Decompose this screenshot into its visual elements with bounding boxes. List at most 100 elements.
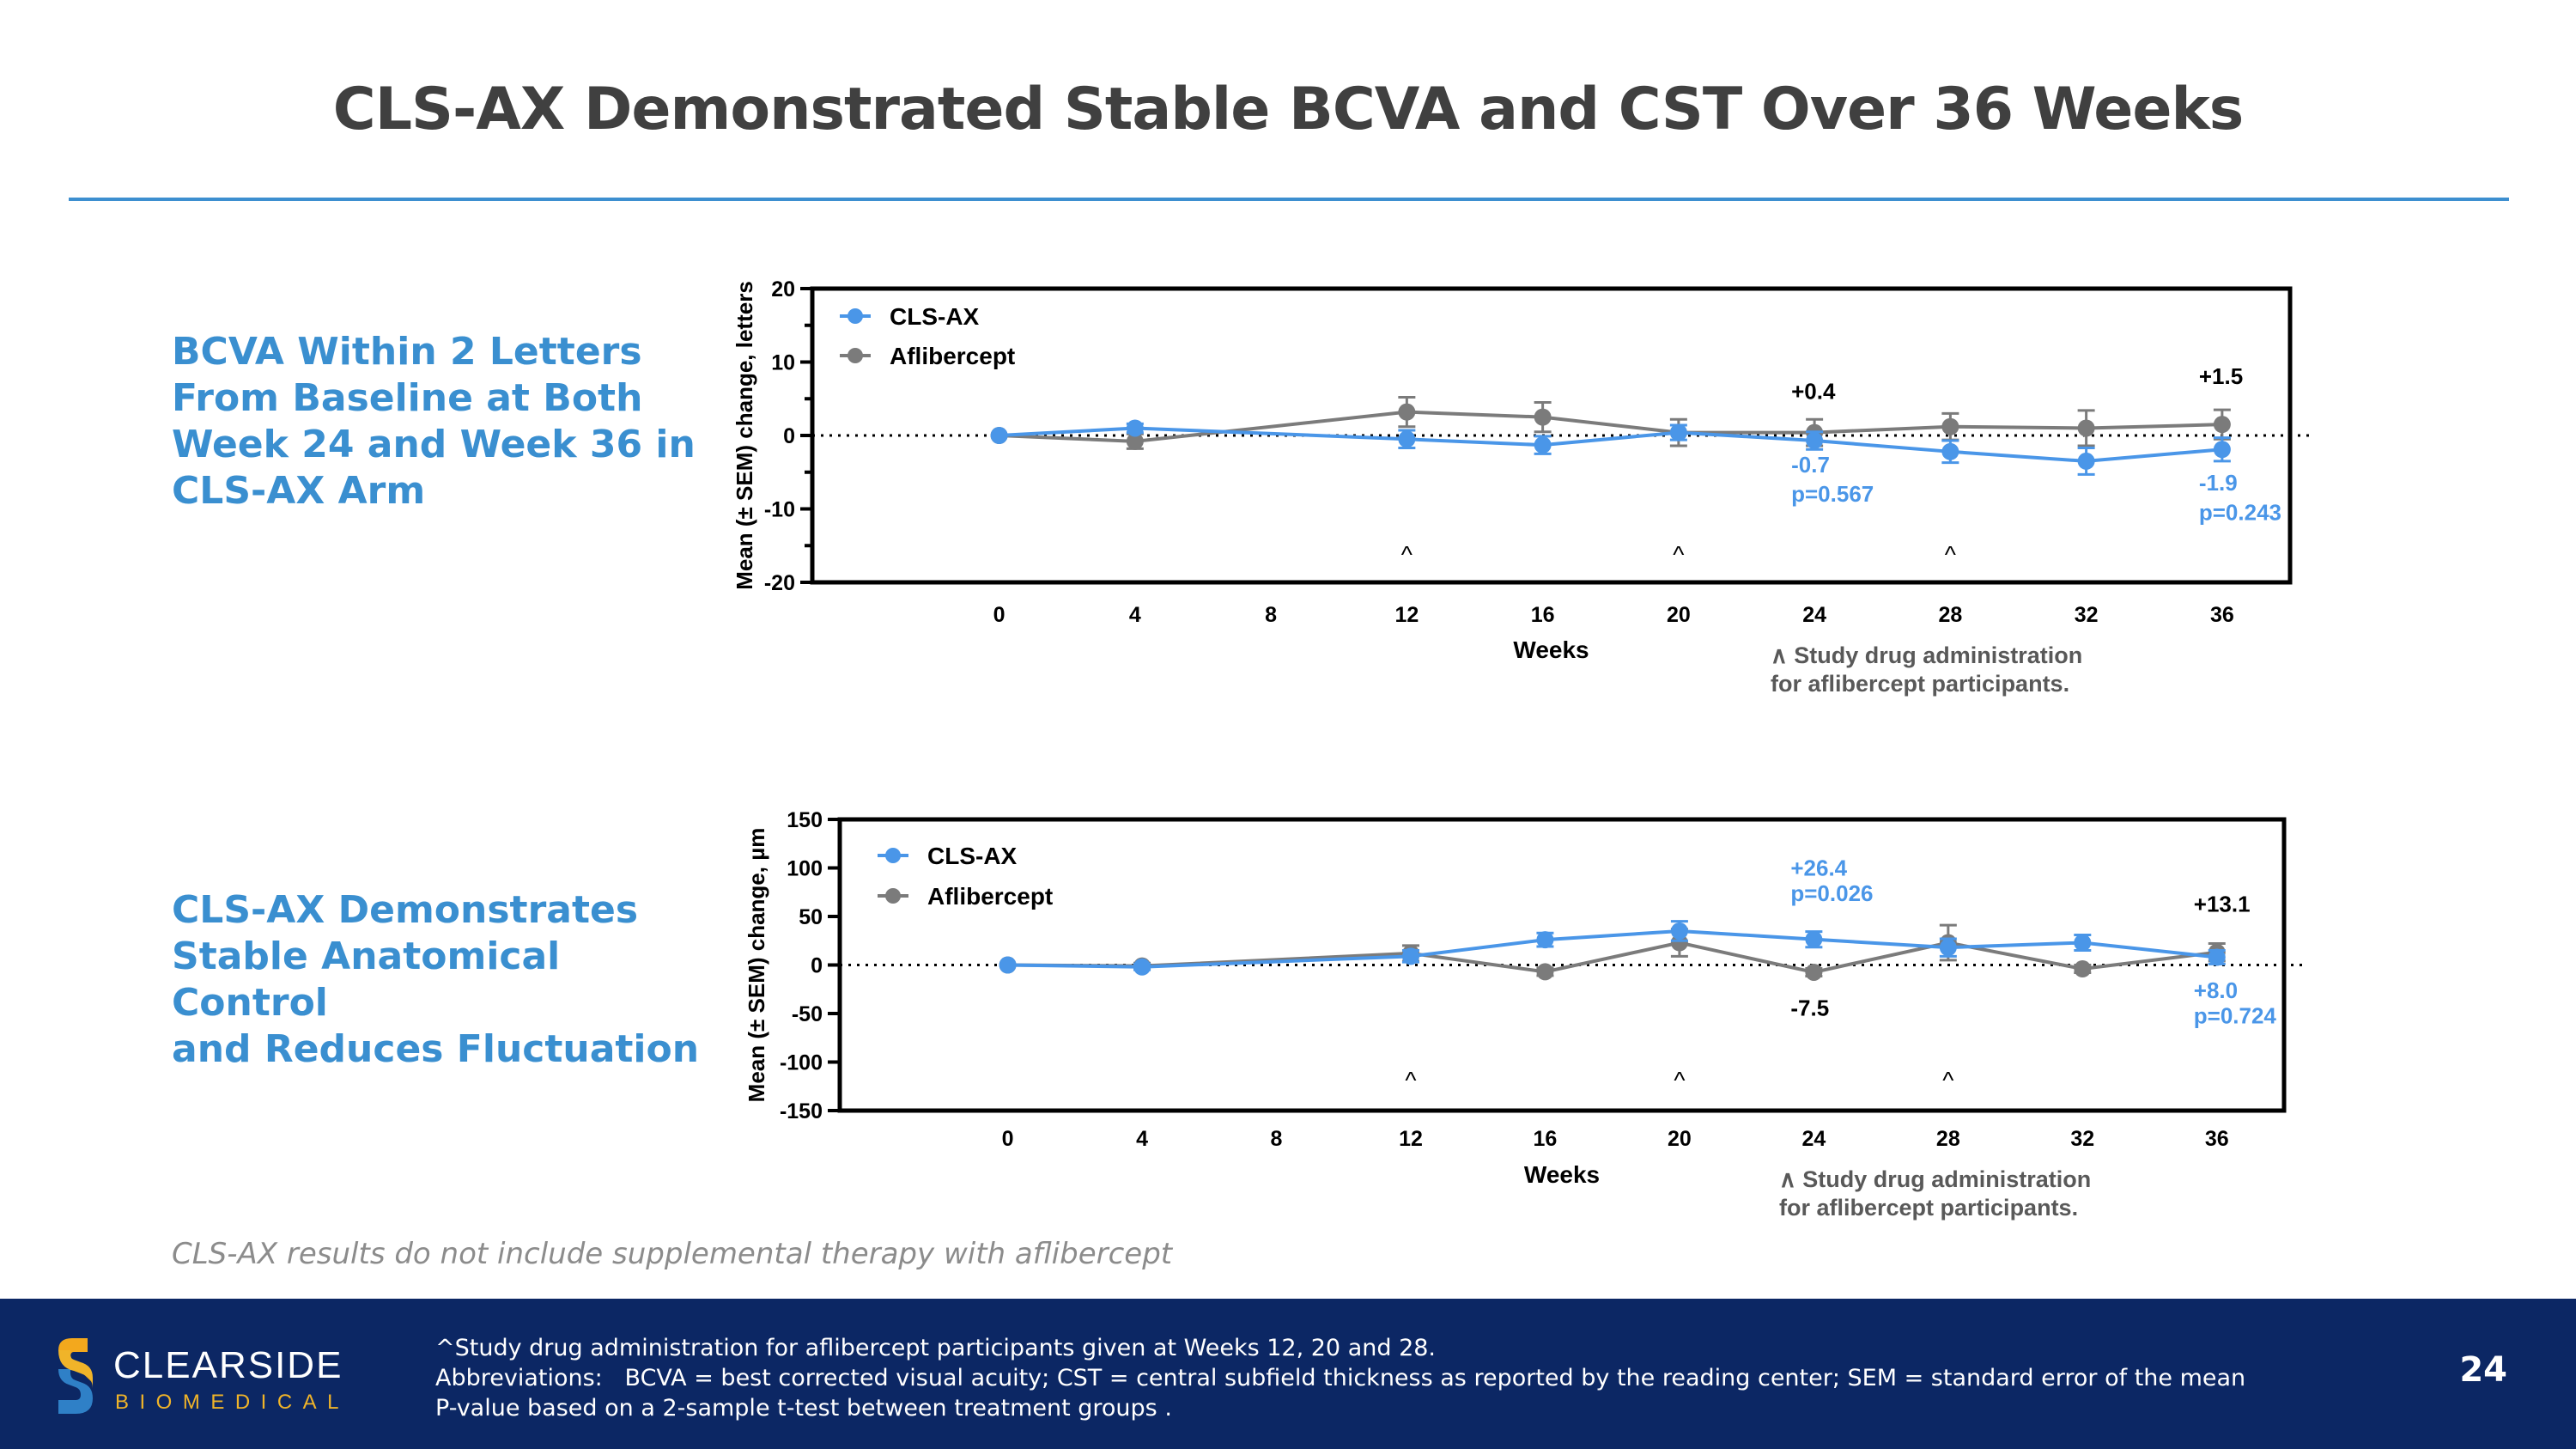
data-annotation: +8.0 bbox=[2194, 977, 2238, 1003]
bcva-heading: BCVA Within 2 Letters From Baseline at B… bbox=[172, 330, 696, 513]
dose-note-line1: ∧ Study drug administration bbox=[1779, 1166, 2091, 1192]
series-line-clsax bbox=[1007, 928, 2217, 969]
data-point-clsax bbox=[999, 956, 1017, 974]
data-point-aflibercept bbox=[1939, 934, 1957, 952]
dose-marker: ^ bbox=[1674, 1067, 1685, 1093]
x-tick-label: 24 bbox=[1801, 1127, 1826, 1151]
series-line-aflibercept bbox=[999, 410, 2222, 443]
footer-note-line: ^Study drug administration for afliberce… bbox=[435, 1335, 1437, 1361]
data-annotation: +26.4 bbox=[1790, 855, 1847, 881]
data-annotation: +0.4 bbox=[1791, 378, 1836, 404]
data-point-clsax bbox=[1939, 939, 1957, 957]
data-annotation: +1.5 bbox=[2199, 363, 2243, 389]
data-point-clsax bbox=[1941, 442, 1959, 460]
dose-note-line2: for aflibercept participants. bbox=[1771, 671, 2069, 697]
y-tick-label: 0 bbox=[783, 424, 795, 448]
x-tick-label: 16 bbox=[1531, 603, 1555, 627]
dose-note-line1: ∧ Study drug administration bbox=[1771, 642, 2082, 668]
x-tick-label: 0 bbox=[1002, 1127, 1014, 1151]
dose-marker: ^ bbox=[1942, 1067, 1953, 1093]
data-point-aflibercept bbox=[1670, 934, 1688, 952]
data-point-aflibercept bbox=[2208, 943, 2226, 961]
x-tick-label: 28 bbox=[1936, 1127, 1960, 1151]
data-point-clsax bbox=[1536, 931, 1554, 949]
data-point-clsax bbox=[1401, 947, 1419, 965]
dose-note-line2: for aflibercept participants. bbox=[1779, 1195, 2078, 1221]
legend-label: CLS-AX bbox=[890, 303, 980, 330]
x-tick-label: 28 bbox=[1938, 603, 1962, 627]
page-title: CLS-AX Demonstrated Stable BCVA and CST … bbox=[332, 76, 2244, 143]
x-tick-label: 4 bbox=[1129, 603, 1141, 627]
data-annotation: p=0.567 bbox=[1791, 481, 1874, 507]
data-point-clsax bbox=[1806, 431, 1824, 449]
y-tick-label: -50 bbox=[792, 1002, 823, 1026]
data-point-aflibercept bbox=[2213, 416, 2231, 434]
y-axis-title: Mean (± SEM) change, µm bbox=[744, 828, 769, 1103]
data-annotation: +13.1 bbox=[2194, 891, 2251, 916]
footer-note-line: Abbreviations: BCVA = best corrected vis… bbox=[435, 1365, 2246, 1391]
data-annotation: p=0.724 bbox=[2194, 1002, 2277, 1028]
data-annotation: p=0.026 bbox=[1790, 880, 1873, 906]
data-point-clsax bbox=[1669, 423, 1687, 441]
legend-marker bbox=[848, 308, 863, 324]
logo-wordmark: CLEARSIDE bbox=[113, 1344, 343, 1386]
legend-label: Aflibercept bbox=[890, 343, 1015, 369]
data-point-aflibercept bbox=[1398, 403, 1416, 421]
data-point-aflibercept bbox=[1941, 417, 1959, 435]
x-tick-label: 8 bbox=[1271, 1127, 1283, 1151]
clearside-logo: CLEARSIDE BIOMEDICAL bbox=[58, 1338, 349, 1414]
data-point-clsax bbox=[1534, 436, 1552, 454]
data-point-aflibercept bbox=[1401, 944, 1419, 962]
dose-marker: ^ bbox=[1673, 541, 1684, 568]
x-tick-label: 16 bbox=[1534, 1127, 1558, 1151]
data-point-aflibercept bbox=[1126, 432, 1144, 450]
logo-mark-icon bbox=[58, 1338, 93, 1414]
data-point-clsax bbox=[2213, 441, 2231, 459]
dose-marker: ^ bbox=[1405, 1067, 1416, 1093]
data-point-clsax bbox=[2074, 934, 2092, 952]
data-point-aflibercept bbox=[1669, 423, 1687, 441]
series-line-aflibercept bbox=[1007, 941, 2218, 975]
legend-marker bbox=[885, 888, 901, 904]
y-tick-label: 100 bbox=[787, 857, 823, 881]
data-point-aflibercept bbox=[1806, 423, 1824, 441]
data-point-aflibercept bbox=[1805, 963, 1823, 981]
y-tick-label: 0 bbox=[811, 954, 823, 978]
plot-frame bbox=[810, 286, 2293, 585]
data-point-clsax bbox=[1133, 958, 1151, 976]
series-line-clsax bbox=[999, 426, 2223, 463]
data-annotation: p=0.243 bbox=[2199, 499, 2281, 525]
cst-heading: CLS-AX Demonstrates Stable Anatomical Co… bbox=[172, 888, 700, 1071]
logo-subtitle: BIOMEDICAL bbox=[115, 1391, 349, 1414]
y-tick-label: 10 bbox=[771, 351, 795, 375]
data-annotation: -1.9 bbox=[2199, 470, 2238, 496]
page-number: 24 bbox=[2459, 1350, 2507, 1390]
data-point-clsax bbox=[990, 427, 1008, 444]
data-point-clsax bbox=[2077, 452, 2095, 470]
data-point-aflibercept bbox=[999, 956, 1017, 974]
x-tick-label: 4 bbox=[1136, 1127, 1148, 1151]
x-tick-label: 36 bbox=[2205, 1127, 2229, 1151]
x-tick-label: 24 bbox=[1802, 603, 1826, 627]
footer-note-line: P-value based on a 2-sample t-test betwe… bbox=[435, 1395, 1172, 1422]
x-tick-label: 0 bbox=[993, 603, 1005, 627]
data-point-clsax bbox=[1398, 430, 1416, 448]
y-tick-label: -150 bbox=[780, 1099, 823, 1123]
y-tick-label: -100 bbox=[780, 1051, 823, 1075]
legend-label: Aflibercept bbox=[927, 883, 1053, 910]
data-annotation: -7.5 bbox=[1790, 995, 1829, 1020]
data-point-aflibercept bbox=[990, 427, 1008, 444]
data-point-clsax bbox=[1670, 922, 1688, 940]
x-axis-title: Weeks bbox=[1513, 636, 1589, 663]
legend-label: CLS-AX bbox=[927, 843, 1018, 869]
x-tick-label: 36 bbox=[2210, 603, 2234, 627]
data-point-aflibercept bbox=[2077, 419, 2095, 437]
y-tick-label: 150 bbox=[787, 808, 823, 832]
supplemental-therapy-note: CLS-AX results do not include supplement… bbox=[172, 1237, 1173, 1271]
x-tick-label: 12 bbox=[1399, 1127, 1423, 1151]
plot-frame bbox=[837, 817, 2287, 1113]
data-point-clsax bbox=[1805, 930, 1823, 948]
y-tick-label: 50 bbox=[799, 905, 823, 929]
